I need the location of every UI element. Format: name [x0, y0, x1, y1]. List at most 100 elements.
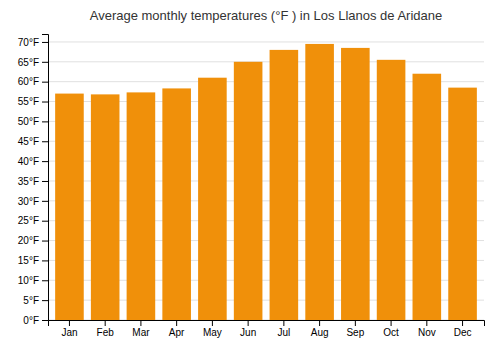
x-tick-label: Jun: [240, 327, 256, 338]
x-tick: Jun: [240, 320, 256, 338]
y-tick-mark: [42, 82, 48, 83]
y-tick-mark: [42, 141, 48, 142]
y-tick: 50°F: [18, 116, 48, 127]
y-tick-label: 10°F: [18, 275, 39, 286]
y-tick: 35°F: [18, 176, 48, 187]
bar: [162, 88, 191, 320]
x-tick: Aug: [311, 320, 329, 338]
plot: 0°F 5°F 10°F 15°F 20°F 25°F 30°F 35°F 40°F 45°F 50…: [18, 35, 485, 339]
y-tick-mark: [42, 241, 48, 242]
y-tick-label: 5°F: [23, 295, 39, 306]
x-tick: Mar: [132, 320, 150, 338]
y-tick: 55°F: [18, 96, 48, 107]
bar: [448, 88, 477, 320]
chart-container: 0°F 5°F 10°F 15°F 20°F 25°F 30°F 35°F 40°F 45°F 50…: [0, 0, 500, 350]
x-tick-mark: [426, 320, 427, 326]
grid-line: [48, 61, 484, 62]
y-tick-mark: [42, 121, 48, 122]
x-tick-mark: [248, 320, 249, 326]
x-tick-label: Nov: [418, 327, 436, 338]
y-tick-mark: [42, 42, 48, 43]
y-tick: 0°F: [23, 315, 48, 326]
y-tick: 65°F: [18, 57, 48, 68]
bar: [55, 94, 84, 320]
bar: [341, 48, 370, 320]
y-tick-label: 30°F: [18, 196, 39, 207]
y-tick: 15°F: [18, 255, 48, 266]
y-tick-label: 35°F: [18, 176, 39, 187]
x-tick-mark: [212, 320, 213, 326]
x-tick-label: Jan: [61, 327, 77, 338]
bar: [127, 92, 156, 320]
x-tick-label: Mar: [132, 327, 150, 338]
y-tick-label: 55°F: [18, 96, 39, 107]
y-tick-label: 0°F: [23, 315, 39, 326]
x-tick-mark: [176, 320, 177, 326]
y-tick-label: 60°F: [18, 76, 39, 87]
y-tick-label: 25°F: [18, 215, 39, 226]
grid-line: [48, 41, 484, 42]
y-tick: 60°F: [18, 76, 48, 87]
chart-svg: 0°F 5°F 10°F 15°F 20°F 25°F 30°F 35°F 40°F 45°F 50…: [0, 0, 500, 350]
y-tick-label: 45°F: [18, 136, 39, 147]
y-tick-mark: [42, 260, 48, 261]
x-tick-mark: [140, 320, 141, 326]
bar: [413, 74, 442, 320]
y-tick-mark: [42, 161, 48, 162]
bar: [305, 44, 334, 320]
x-tick-label: Dec: [454, 327, 472, 338]
y-tick: 20°F: [18, 235, 48, 246]
y-tick-label: 65°F: [18, 57, 39, 68]
x-tick: Jul: [277, 320, 290, 338]
y-tick-mark: [42, 320, 48, 321]
y-tick-mark: [42, 221, 48, 222]
y-tick-mark: [42, 201, 48, 202]
x-tick: Jan: [61, 320, 77, 338]
x-tick-label: Aug: [311, 327, 329, 338]
y-tick-mark: [42, 300, 48, 301]
x-tick: Nov: [418, 320, 436, 338]
bar: [234, 62, 263, 320]
x-tick: Oct: [383, 320, 399, 338]
x-tick: Feb: [97, 320, 115, 338]
bar: [270, 50, 299, 320]
y-tick-label: 70°F: [18, 37, 39, 48]
x-tick-mark: [462, 320, 463, 326]
x-tick-label: Oct: [383, 327, 399, 338]
x-tick-label: Jul: [277, 327, 290, 338]
x-tick-mark: [69, 320, 70, 326]
y-axis: 0°F 5°F 10°F 15°F 20°F 25°F 30°F 35°F 40°F 45°F 50…: [18, 35, 49, 326]
x-tick-mark: [319, 320, 320, 326]
x-tick-label: Sep: [346, 327, 364, 338]
y-tick: 45°F: [18, 136, 48, 147]
x-tick-label: Apr: [169, 327, 185, 338]
x-axis-line: [49, 321, 485, 327]
y-tick-mark: [42, 102, 48, 103]
y-tick-label: 20°F: [18, 235, 39, 246]
bars: [55, 44, 477, 320]
x-tick: Apr: [169, 320, 185, 338]
y-tick: 25°F: [18, 215, 48, 226]
y-tick-mark: [42, 280, 48, 281]
x-tick-label: May: [203, 327, 222, 338]
y-tick: 30°F: [18, 196, 48, 207]
x-tick: May: [203, 320, 222, 338]
x-tick: Dec: [454, 320, 472, 338]
y-tick-label: 50°F: [18, 116, 39, 127]
bar: [91, 94, 120, 320]
x-tick: Sep: [346, 320, 364, 338]
bar: [198, 78, 227, 320]
y-tick: 5°F: [23, 295, 48, 306]
y-tick: 70°F: [18, 37, 48, 48]
title: Average monthly temperatures (°F ) in Lo…: [90, 8, 443, 23]
y-tick-mark: [42, 62, 48, 63]
x-tick-mark: [391, 320, 392, 326]
x-tick-mark: [105, 320, 106, 326]
x-tick-mark: [283, 320, 284, 326]
y-tick-mark: [42, 181, 48, 182]
x-tick-mark: [355, 320, 356, 326]
y-tick: 10°F: [18, 275, 48, 286]
bar: [377, 60, 406, 320]
y-tick-label: 40°F: [18, 156, 39, 167]
y-tick-label: 15°F: [18, 255, 39, 266]
